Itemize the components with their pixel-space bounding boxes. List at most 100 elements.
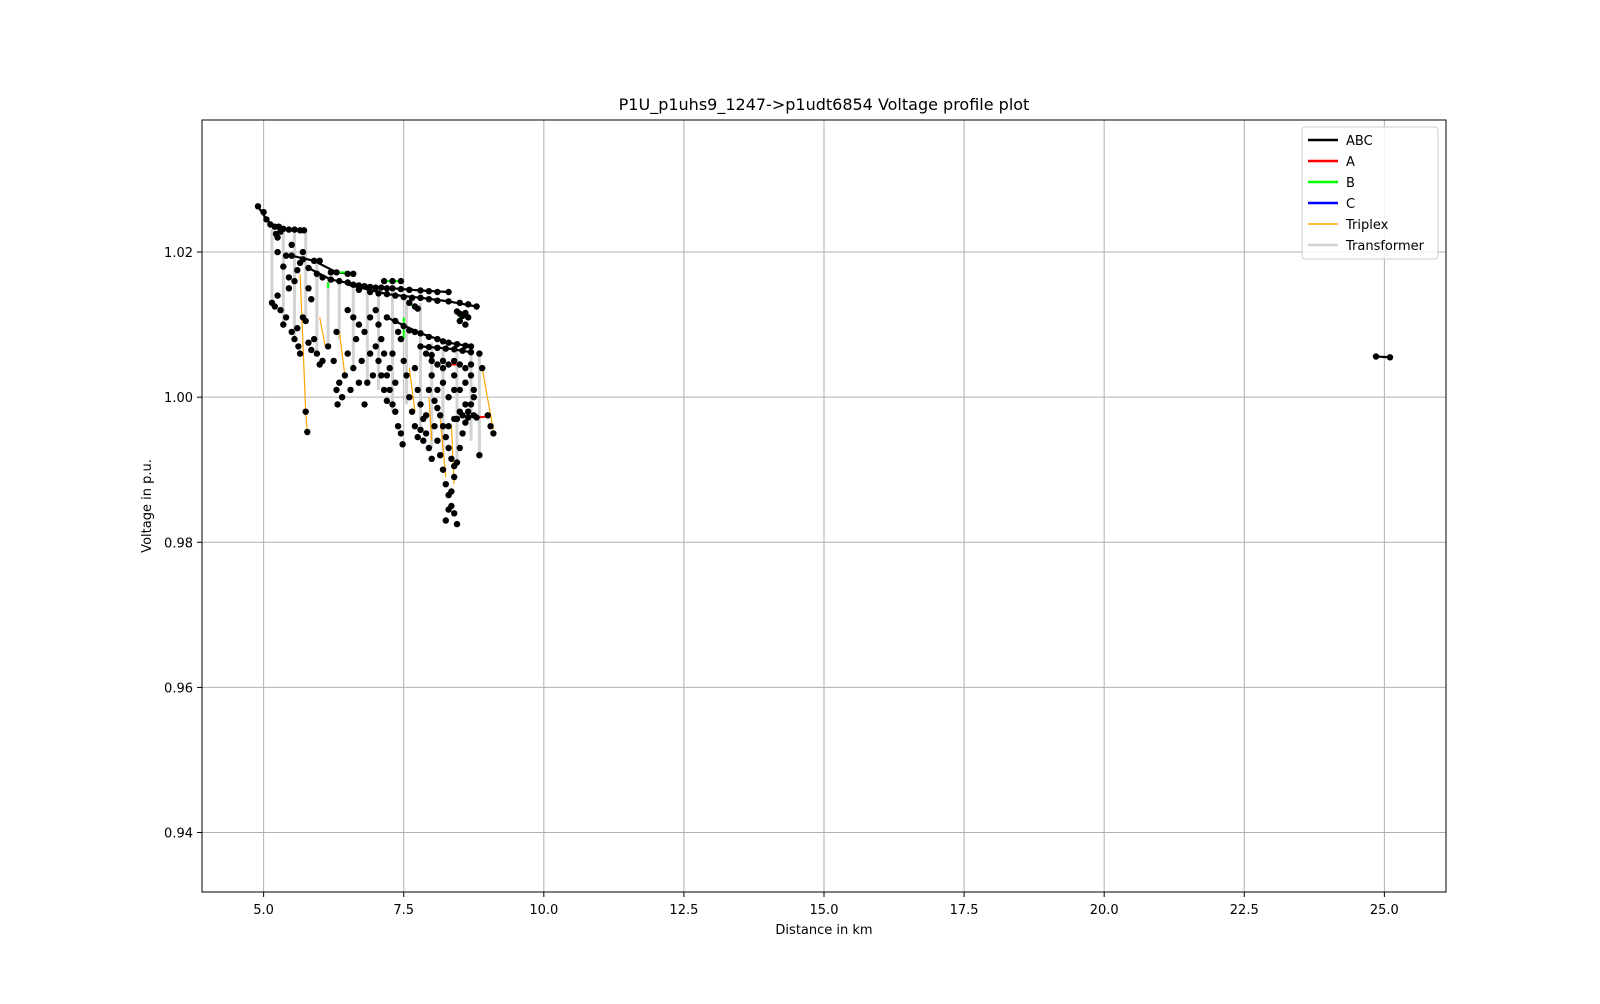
bus-point	[408, 408, 416, 415]
bus-point	[465, 414, 472, 421]
bus-point	[417, 401, 424, 408]
bus-point	[389, 285, 396, 292]
bus-point	[445, 288, 452, 296]
y-tick-label: 1.00	[164, 391, 193, 406]
bus-point	[479, 364, 486, 372]
bus-point	[456, 408, 463, 415]
bus-points	[254, 203, 1394, 528]
bus-point	[397, 277, 405, 285]
x-axis-label: Distance in km	[775, 923, 872, 938]
bus-point	[453, 341, 461, 348]
bus-point	[389, 350, 396, 357]
bus-point	[389, 277, 396, 285]
bus-point	[445, 361, 452, 368]
bus-point	[386, 386, 393, 394]
bus-point	[397, 430, 405, 437]
legend: ABC ABC Triplex Transformer	[1301, 126, 1439, 260]
bus-point	[277, 306, 284, 314]
series-triplex-segment	[338, 331, 346, 376]
bus-point	[383, 285, 391, 292]
bus-point	[442, 481, 449, 488]
bus-point	[425, 296, 433, 303]
bus-point	[397, 335, 405, 343]
bus-point	[414, 386, 421, 394]
chart-title: P1U_p1uhs9_1247->p1udt6854 Voltage profi…	[619, 95, 1030, 115]
bus-point	[260, 208, 267, 216]
bus-point	[333, 328, 340, 336]
bus-point	[291, 226, 298, 233]
bus-point	[334, 401, 341, 408]
bus-point	[411, 328, 419, 336]
bus-point	[448, 455, 455, 462]
y-tick-label: 0.94	[164, 827, 193, 842]
bus-point	[319, 274, 326, 281]
series-triplex-segment	[319, 317, 326, 347]
bus-point	[397, 285, 405, 293]
bus-point	[400, 293, 407, 301]
x-tick-label: 10.0	[529, 903, 558, 918]
bus-point	[369, 372, 377, 379]
bus-point	[439, 338, 447, 345]
bus-point	[400, 357, 407, 365]
bus-point	[437, 452, 444, 459]
bus-point	[487, 423, 494, 430]
bus-point	[417, 426, 424, 433]
bus-point	[470, 386, 477, 394]
bus-point	[406, 299, 413, 306]
bus-point	[347, 386, 354, 394]
y-tick-label: 0.96	[164, 681, 193, 696]
bus-point	[294, 325, 301, 332]
bus-point	[1372, 353, 1380, 360]
bus-point	[453, 459, 461, 466]
bus-point	[442, 345, 449, 352]
bus-point	[411, 423, 419, 430]
bus-point	[302, 408, 309, 415]
bus-point	[476, 452, 483, 459]
bus-point	[375, 290, 382, 297]
bus-point	[285, 274, 293, 281]
bus-point	[380, 350, 388, 357]
y-tick-label: 1.02	[164, 246, 193, 261]
bus-point	[445, 298, 452, 305]
x-tick-label: 12.5	[669, 903, 698, 918]
bus-point	[428, 455, 435, 462]
bus-point	[324, 343, 332, 350]
bus-point	[392, 379, 399, 386]
series-triplex-segment	[428, 397, 433, 441]
bus-point	[299, 248, 307, 256]
legend-label-b: B	[1346, 176, 1355, 191]
bus-point	[291, 335, 298, 343]
bus-point	[310, 257, 318, 264]
bus-point	[439, 357, 447, 365]
bus-point	[358, 357, 365, 365]
x-tick-label: 5.0	[253, 903, 274, 918]
bus-point	[467, 361, 475, 368]
bus-point	[417, 287, 424, 294]
bus-point	[383, 397, 391, 404]
bus-point	[453, 520, 461, 528]
bus-point	[456, 444, 463, 452]
bus-point	[439, 364, 447, 372]
bus-point	[445, 444, 452, 452]
x-tick-label: 15.0	[810, 903, 839, 918]
bus-point	[295, 343, 302, 350]
bus-point	[420, 437, 427, 444]
x-tick-label: 25.0	[1370, 903, 1399, 918]
bus-point	[425, 343, 433, 351]
bus-point	[313, 350, 321, 357]
bus-point	[350, 270, 357, 277]
bus-point	[330, 357, 337, 365]
bus-point	[288, 252, 295, 259]
bus-point	[327, 269, 335, 276]
bus-point	[399, 441, 406, 448]
bus-point	[417, 343, 424, 350]
bus-point	[465, 301, 472, 308]
bus-point	[400, 322, 407, 330]
bus-point	[288, 328, 295, 336]
bus-point	[288, 241, 295, 248]
bus-point	[445, 506, 452, 513]
bus-point	[456, 299, 463, 306]
bus-point	[451, 386, 458, 394]
